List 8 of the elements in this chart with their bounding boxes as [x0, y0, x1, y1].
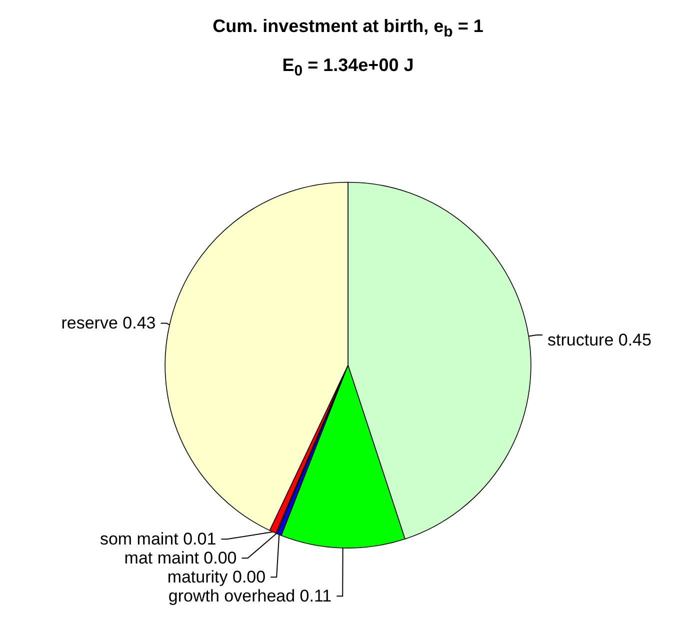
- slice-label: reserve 0.43: [61, 314, 156, 333]
- chart-title: Cum. investment at birth, e$_{b}$ = 1: [212, 15, 484, 43]
- slice-label: maturity 0.00: [167, 568, 266, 587]
- slice-label: structure 0.45: [548, 330, 652, 350]
- slice-label: growth overhead 0.11: [168, 586, 332, 606]
- slice-label: som maint 0.01: [100, 530, 216, 549]
- slice-label: mat maint 0.00: [124, 548, 237, 568]
- chart-subtitle: E$_{0}$ = 1.34e+00 J: [281, 54, 415, 82]
